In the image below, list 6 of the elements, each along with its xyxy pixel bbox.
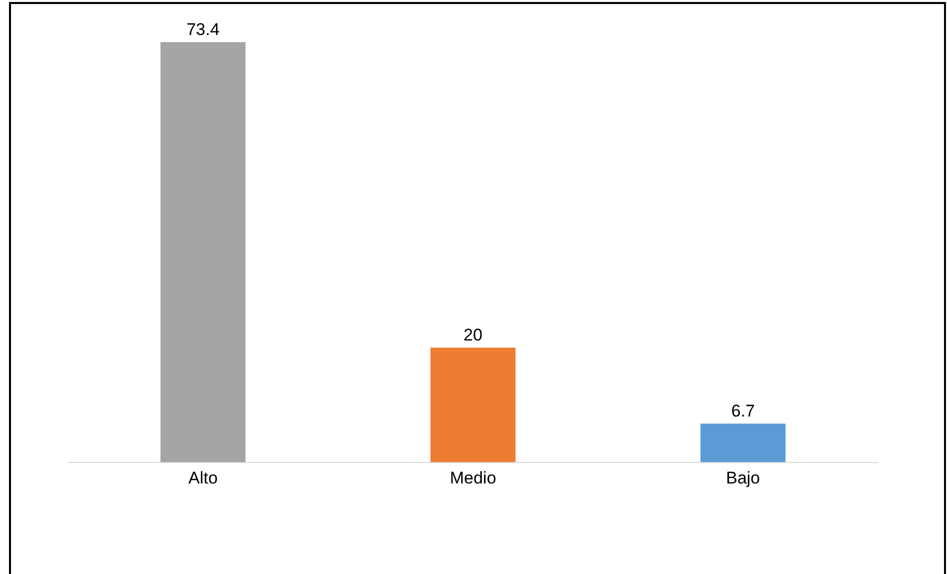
data-label: 6.7 [731, 402, 755, 421]
x-tick-label: Alto [188, 468, 218, 488]
data-label: 73.4 [186, 20, 220, 40]
data-label: 20 [464, 326, 482, 345]
x-tick-label: Medio [450, 468, 496, 488]
x-tick-label: Bajo [726, 468, 760, 488]
